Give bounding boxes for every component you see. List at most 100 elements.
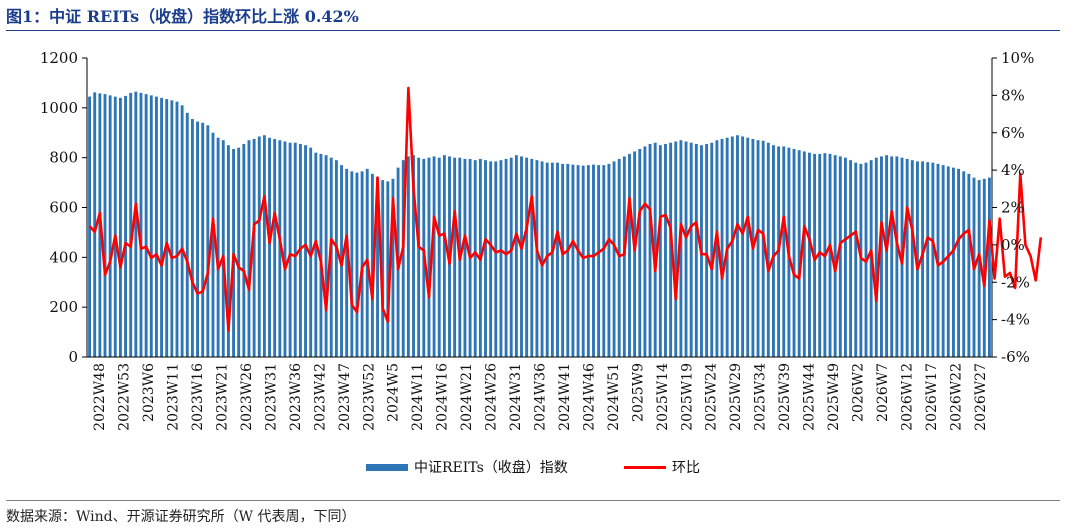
bar <box>334 160 338 357</box>
right-tick-label: -6% <box>1001 348 1030 366</box>
bar <box>890 156 894 357</box>
left-y-axis: 0 200 400 600 800 1000 1200 <box>40 49 87 366</box>
bar <box>736 135 739 357</box>
bar <box>694 143 698 357</box>
bar <box>406 156 410 357</box>
bar <box>833 155 837 357</box>
bar <box>566 163 570 357</box>
bar <box>612 161 616 357</box>
bar <box>982 178 986 357</box>
right-tick-label: 0% <box>1001 236 1025 254</box>
x-tick-label: 2026W7 <box>875 363 891 422</box>
bar <box>432 156 436 357</box>
bar <box>967 173 971 357</box>
x-tick-label: 2026W12 <box>899 363 915 431</box>
x-tick-label: 2025W9 <box>630 363 646 422</box>
x-tick-label: 2026W17 <box>924 363 940 431</box>
bar <box>211 132 215 357</box>
bar <box>895 156 899 357</box>
bar <box>329 157 333 357</box>
bar <box>170 100 174 358</box>
bar <box>278 140 282 357</box>
bar <box>772 145 775 357</box>
bar <box>684 141 688 357</box>
bar <box>880 156 883 357</box>
right-tick-label: 10% <box>1001 49 1034 67</box>
x-tick-label: 2024W46 <box>581 363 597 431</box>
bar <box>144 94 148 357</box>
x-tick-label: 2023W31 <box>263 363 279 431</box>
x-tick-label: 2024W51 <box>606 363 622 431</box>
legend-label-line: 环比 <box>672 460 700 476</box>
bar <box>288 142 292 357</box>
bar <box>206 125 210 357</box>
bar <box>350 171 354 357</box>
x-tick-label: 2025W44 <box>802 363 818 431</box>
bar <box>545 162 549 357</box>
bar <box>658 145 662 357</box>
x-tick-label: 2025W24 <box>704 363 720 431</box>
bar <box>273 138 277 357</box>
bar <box>586 165 590 357</box>
bar <box>108 95 112 358</box>
bar <box>463 158 467 357</box>
bar <box>530 158 534 357</box>
x-tick-label: 2024W41 <box>557 363 573 431</box>
bar <box>669 142 673 357</box>
bar <box>283 141 287 357</box>
bar <box>720 138 724 357</box>
bar <box>160 97 163 358</box>
bar <box>417 157 421 357</box>
bar <box>319 153 323 357</box>
bar <box>376 177 379 357</box>
bar <box>622 156 626 357</box>
bar <box>514 155 518 357</box>
x-tick-label: 2024W36 <box>533 363 549 431</box>
bar <box>304 145 307 357</box>
bar <box>257 136 261 357</box>
bar <box>134 91 138 357</box>
bar <box>746 137 750 357</box>
bar <box>689 142 693 357</box>
bar <box>905 158 909 357</box>
bar <box>926 162 930 357</box>
bar <box>951 167 955 357</box>
bar <box>535 160 539 357</box>
bar <box>581 165 585 357</box>
bar <box>931 162 935 357</box>
bar <box>874 157 878 357</box>
bar <box>247 140 251 357</box>
bar <box>977 180 981 357</box>
bar <box>838 156 842 357</box>
x-tick-label: 2024W21 <box>459 363 475 431</box>
bar <box>149 95 153 358</box>
bar <box>226 145 230 357</box>
bar <box>427 157 431 357</box>
bar <box>262 135 266 357</box>
bar <box>617 158 621 357</box>
bar <box>844 157 847 357</box>
bar <box>118 97 122 358</box>
bar <box>175 101 179 357</box>
wow-change-line <box>88 86 1043 333</box>
bar <box>242 143 246 357</box>
left-tick-label: 400 <box>49 248 78 266</box>
bar <box>221 140 225 357</box>
bar <box>113 96 117 358</box>
bar <box>484 160 487 357</box>
x-tick-label: 2024W5 <box>386 363 402 422</box>
bar <box>987 177 991 357</box>
bar <box>442 155 446 357</box>
bar <box>185 112 189 357</box>
left-tick-label: 200 <box>49 298 78 316</box>
right-tick-label: -2% <box>1001 273 1030 291</box>
bar <box>818 153 822 357</box>
left-tick-label: 1200 <box>40 49 78 67</box>
bar <box>360 171 364 357</box>
bar <box>509 157 513 357</box>
x-tick-label: 2025W14 <box>655 363 671 431</box>
bar <box>921 161 925 357</box>
bar <box>293 142 297 357</box>
bar <box>520 156 523 357</box>
right-tick-label: 8% <box>1001 86 1025 104</box>
